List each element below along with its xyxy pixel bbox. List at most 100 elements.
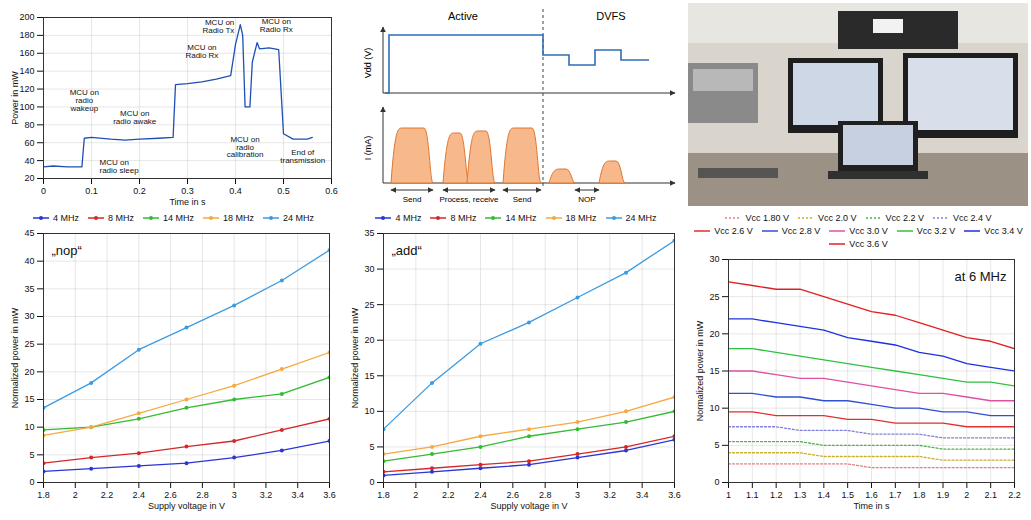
svg-text:10: 10 (364, 406, 374, 416)
svg-text:0.4: 0.4 (229, 186, 242, 196)
svg-text:End oftransmission: End oftransmission (280, 148, 325, 165)
svg-text:3: 3 (232, 490, 237, 500)
svg-text:3.4: 3.4 (291, 490, 304, 500)
svg-text:40: 40 (24, 155, 34, 165)
svg-text:0: 0 (29, 477, 34, 487)
svg-text:1: 1 (726, 490, 731, 500)
svg-text:1.5: 1.5 (841, 490, 854, 500)
svg-text:2: 2 (413, 490, 418, 500)
svg-text:100: 100 (19, 102, 34, 112)
svg-text:2.2: 2.2 (101, 490, 114, 500)
svg-text:25: 25 (709, 292, 719, 302)
svg-text:1.1: 1.1 (746, 490, 759, 500)
svg-text:2.8: 2.8 (196, 490, 209, 500)
svg-text:1.2: 1.2 (770, 490, 783, 500)
svg-text:30: 30 (24, 311, 34, 321)
svg-text:25: 25 (364, 300, 374, 310)
svg-text:Supply voltage in V: Supply voltage in V (490, 501, 567, 511)
svg-text:1.8: 1.8 (37, 490, 50, 500)
svg-text:20: 20 (24, 173, 34, 183)
svg-text:3.2: 3.2 (260, 490, 273, 500)
svg-text:30: 30 (709, 254, 719, 264)
svg-text:2: 2 (964, 490, 969, 500)
svg-text:5: 5 (714, 440, 719, 450)
svg-text:MCU onradiocalibration: MCU onradiocalibration (227, 135, 263, 160)
svg-text:„nop“: „nop“ (52, 243, 82, 258)
svg-text:0: 0 (714, 477, 719, 487)
svg-text:MCU onRadio Rx: MCU onRadio Rx (185, 43, 218, 60)
svg-text:0.5: 0.5 (277, 186, 290, 196)
svg-text:1.9: 1.9 (937, 490, 950, 500)
svg-text:15: 15 (24, 394, 34, 404)
svg-text:MCU onradio awake: MCU onradio awake (113, 109, 157, 126)
svg-text:0.1: 0.1 (85, 186, 98, 196)
svg-text:60: 60 (24, 138, 34, 148)
svg-text:DVFS: DVFS (596, 10, 625, 22)
svg-text:3.4: 3.4 (636, 490, 649, 500)
svg-text:10: 10 (709, 403, 719, 413)
svg-text:40: 40 (24, 256, 34, 266)
svg-text:0: 0 (369, 477, 374, 487)
svg-text:2.6: 2.6 (507, 490, 520, 500)
svg-text:35: 35 (24, 284, 34, 294)
svg-text:„add“: „add“ (392, 243, 422, 258)
svg-text:Send: Send (403, 195, 422, 204)
svg-text:1.4: 1.4 (818, 490, 831, 500)
svg-text:Send: Send (513, 195, 532, 204)
svg-text:Active: Active (448, 10, 478, 22)
svg-text:15: 15 (709, 366, 719, 376)
svg-text:5: 5 (369, 442, 374, 452)
svg-text:Vdd (V): Vdd (V) (363, 48, 373, 79)
svg-text:0: 0 (41, 186, 46, 196)
svg-text:2.4: 2.4 (474, 490, 487, 500)
svg-text:Time in s: Time in s (853, 501, 890, 511)
svg-text:45: 45 (24, 228, 34, 238)
svg-text:2.8: 2.8 (539, 490, 552, 500)
svg-text:2.2: 2.2 (1008, 490, 1021, 500)
svg-text:MCU onradiowakeup: MCU onradiowakeup (70, 88, 99, 113)
svg-text:3: 3 (575, 490, 580, 500)
svg-text:140: 140 (19, 66, 34, 76)
svg-text:15: 15 (364, 371, 374, 381)
svg-text:80: 80 (24, 120, 34, 130)
svg-text:NOP: NOP (578, 195, 595, 204)
svg-text:3.6: 3.6 (323, 490, 336, 500)
svg-text:Normalized power in mW: Normalized power in mW (350, 307, 360, 408)
svg-text:0.2: 0.2 (133, 186, 146, 196)
svg-text:5: 5 (29, 450, 34, 460)
svg-text:0.6: 0.6 (325, 186, 338, 196)
svg-text:1.8: 1.8 (913, 490, 926, 500)
svg-text:20: 20 (24, 367, 34, 377)
svg-text:Process, receive: Process, receive (439, 195, 499, 204)
svg-text:20: 20 (709, 329, 719, 339)
svg-text:1.8: 1.8 (377, 490, 390, 500)
svg-text:Normalized power in mW: Normalized power in mW (695, 320, 705, 421)
svg-text:20: 20 (364, 335, 374, 345)
svg-text:2.6: 2.6 (164, 490, 177, 500)
svg-text:0.3: 0.3 (181, 186, 194, 196)
svg-text:1.6: 1.6 (865, 490, 878, 500)
svg-text:1.3: 1.3 (794, 490, 807, 500)
svg-text:Time in s: Time in s (169, 197, 206, 207)
svg-text:2.4: 2.4 (133, 490, 146, 500)
svg-text:I (mA): I (mA) (363, 136, 373, 161)
svg-text:MCU onRadio Rx: MCU onRadio Rx (260, 17, 293, 34)
svg-text:2.1: 2.1 (984, 490, 997, 500)
svg-text:Power in mW: Power in mW (10, 71, 20, 125)
svg-text:25: 25 (24, 339, 34, 349)
svg-text:MCU onRadio Tx: MCU onRadio Tx (202, 18, 234, 35)
svg-text:200: 200 (19, 12, 34, 22)
svg-text:2.2: 2.2 (442, 490, 455, 500)
svg-text:at 6 MHz: at 6 MHz (954, 269, 1006, 284)
svg-text:30: 30 (364, 264, 374, 274)
svg-text:160: 160 (19, 48, 34, 58)
svg-text:180: 180 (19, 30, 34, 40)
svg-text:120: 120 (19, 84, 34, 94)
svg-text:35: 35 (364, 228, 374, 238)
svg-text:1.7: 1.7 (889, 490, 902, 500)
svg-text:MCU onradio sleep: MCU onradio sleep (100, 158, 140, 175)
svg-text:2: 2 (73, 490, 78, 500)
svg-text:3.6: 3.6 (668, 490, 681, 500)
svg-text:Normalized power in mW: Normalized power in mW (10, 307, 20, 408)
svg-text:10: 10 (24, 422, 34, 432)
